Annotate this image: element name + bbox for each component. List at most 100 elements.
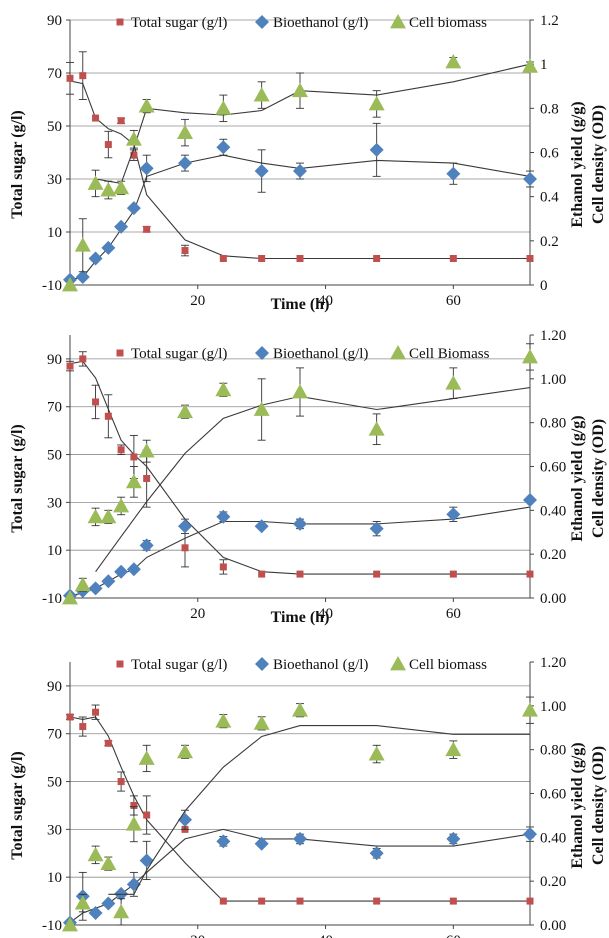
x-tick-label: 20: [190, 933, 205, 938]
legend-marker: [116, 349, 124, 357]
data-point: [369, 521, 384, 536]
data-point: [369, 142, 384, 157]
trend-line: [69, 360, 530, 575]
y-left-tick-label: 90: [47, 13, 62, 29]
legend-label: Cell biomass: [409, 657, 487, 673]
legend-marker: [390, 345, 406, 360]
data-point: [293, 164, 307, 179]
y-left-tick-label: 90: [47, 679, 62, 695]
data-point: [219, 897, 227, 905]
series-cell-biomass: [62, 343, 538, 605]
data-point: [88, 906, 103, 921]
data-point: [178, 519, 192, 534]
data-point: [113, 179, 130, 195]
data-point: [215, 381, 232, 397]
data-point: [216, 509, 231, 524]
data-point: [178, 156, 192, 171]
series-total-sugar-g-l: [66, 351, 534, 578]
y-left-axis-title: Total sugar (g/l): [9, 424, 26, 532]
data-point: [445, 375, 462, 390]
data-point: [368, 746, 385, 761]
x-tick-label: 60: [446, 606, 461, 622]
data-point: [88, 251, 103, 266]
data-point: [445, 741, 462, 757]
data-point: [522, 348, 538, 364]
data-point: [66, 362, 74, 370]
data-point: [114, 564, 129, 579]
data-point: [125, 816, 142, 831]
y-right-tick-label: 0: [540, 278, 548, 294]
y-left-tick-label: 50: [47, 448, 62, 464]
x-axis-title: Time (h): [271, 296, 330, 313]
data-point: [296, 255, 304, 262]
data-point: [74, 237, 91, 252]
legend-label: Total sugar (g/l): [131, 346, 227, 362]
data-point: [177, 403, 193, 419]
data-point: [130, 801, 138, 809]
data-point: [373, 570, 381, 578]
trend-line: [69, 828, 531, 924]
legend-marker: [390, 656, 406, 671]
data-point: [253, 715, 270, 730]
y-left-tick-label: -10: [42, 278, 62, 294]
data-point: [446, 831, 461, 846]
series-cell-biomass: [62, 696, 538, 932]
data-point: [368, 421, 385, 436]
legend-label: Total sugar (g/l): [131, 15, 227, 31]
series-bioethanol-g-l: [63, 492, 537, 603]
data-point: [143, 811, 151, 819]
data-point: [449, 255, 457, 262]
y-right-axis-title: Cell density (OD): [590, 105, 607, 224]
legend-marker: [116, 18, 124, 26]
legend-label: Bioethanol (g/l): [273, 346, 368, 362]
data-point: [522, 702, 538, 717]
data-point: [177, 743, 193, 759]
y-left-axis-title: Total sugar (g/l): [9, 110, 26, 218]
y-right-axis-title: Ethanol yield (g/g): [569, 742, 586, 868]
series-bioethanol-g-l: [63, 122, 537, 287]
data-point: [523, 492, 537, 507]
data-point: [446, 166, 461, 181]
data-point: [373, 897, 381, 905]
y-right-tick-label: 0.40: [540, 503, 566, 519]
y-right-tick-label: 1: [540, 57, 548, 73]
data-point: [117, 778, 125, 786]
data-point: [139, 853, 154, 868]
legend-label: Total sugar (g/l): [131, 657, 227, 673]
data-point: [74, 576, 91, 592]
legend-marker: [255, 15, 269, 29]
data-point: [293, 516, 307, 531]
data-point: [254, 164, 269, 179]
x-axis-title: Time (h): [271, 936, 330, 938]
y-right-tick-label: 0.20: [540, 874, 566, 890]
y-right-axis-title: Cell density (OD): [590, 746, 607, 865]
data-point: [143, 225, 151, 233]
data-point: [522, 58, 538, 73]
data-point: [62, 917, 78, 932]
trend-line: [95, 387, 531, 573]
data-point: [219, 563, 227, 571]
chart-panel-1: -10 10 30 50 70 90 0 0.2 0.4 0.6 0.8 1 1.2 20 40 60 Time…: [9, 13, 607, 313]
legend: Total sugar (g/l) Bioethanol (g/l) Cell bi…: [116, 14, 487, 31]
data-point: [143, 474, 151, 482]
data-point: [293, 831, 307, 846]
data-point: [181, 544, 189, 552]
data-point: [139, 161, 154, 176]
y-left-tick-label: 10: [47, 543, 62, 559]
data-point: [101, 574, 116, 589]
data-point: [446, 507, 461, 522]
x-tick-label: 20: [190, 606, 205, 622]
y-left-tick-label: 10: [47, 870, 62, 886]
data-point: [138, 443, 155, 458]
data-point: [373, 255, 381, 262]
data-point: [138, 98, 155, 113]
chart-panel-2: -10 10 30 50 70 90 0.00 0.20 0.40 0.60 0.80 1.00 1.2…: [9, 328, 607, 626]
data-point: [101, 896, 116, 911]
data-point: [88, 581, 103, 596]
series-total-sugar-g-l: [66, 704, 534, 905]
data-point: [130, 453, 138, 461]
data-point: [92, 114, 100, 122]
y-right-tick-label: 0.00: [540, 591, 566, 607]
y-right-axis-title: Ethanol yield (g/g): [569, 101, 586, 227]
data-point: [178, 812, 192, 827]
